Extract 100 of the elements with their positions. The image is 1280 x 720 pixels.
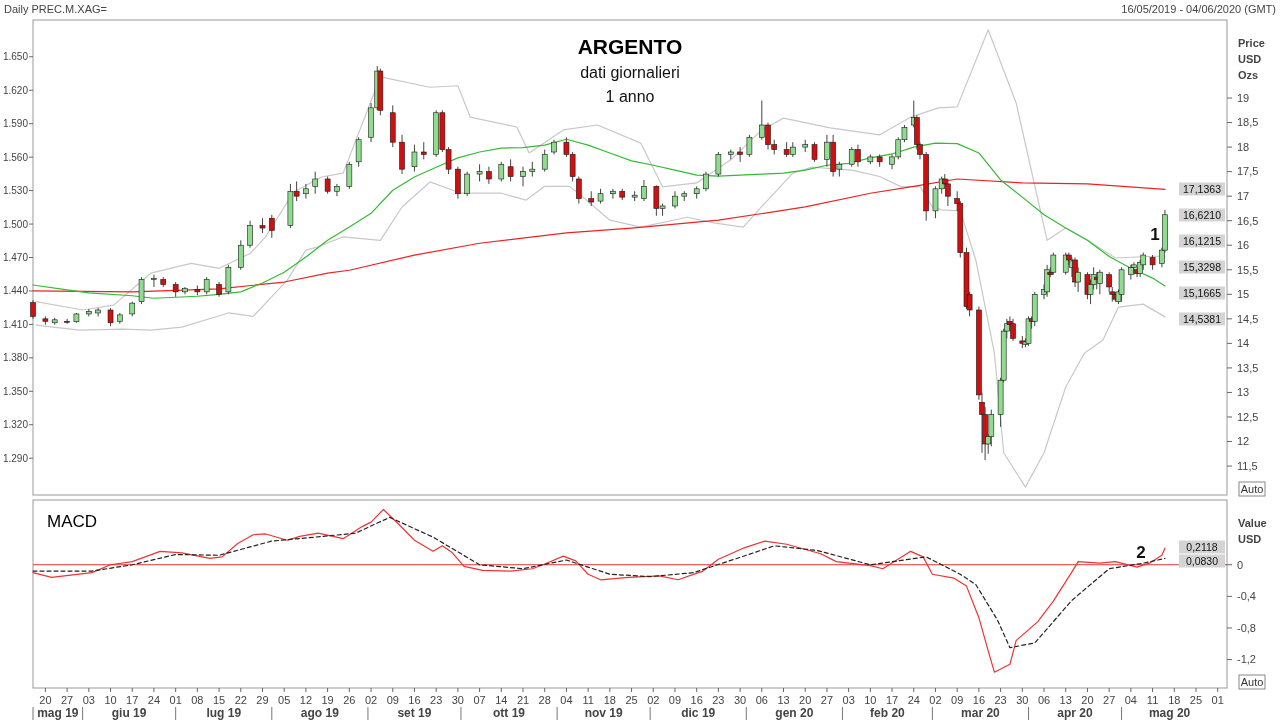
annotation: 15,1665 xyxy=(1183,286,1222,299)
annotation: 14,5381 xyxy=(1183,312,1222,325)
text: mag 19 xyxy=(37,706,79,720)
candlestick xyxy=(312,171,319,195)
x-tick-label: 30 xyxy=(1016,694,1029,706)
x-tick-label: 08 xyxy=(191,694,204,706)
candlestick xyxy=(334,183,340,197)
x-tick-label: 22 xyxy=(234,694,247,706)
x-tick-label: 30 xyxy=(451,694,464,706)
x-tick-label: 24 xyxy=(907,694,920,706)
y2-tick-label: 19 xyxy=(1237,91,1250,104)
x-tick-label: 16 xyxy=(972,694,986,706)
text: Daily PREC.M.XAG= xyxy=(4,3,107,15)
x-tick-label: 09 xyxy=(668,694,682,706)
y2-tick-label: 13 xyxy=(1237,386,1250,399)
candlestick xyxy=(138,276,145,305)
annotation: 0,0830 xyxy=(1185,554,1219,567)
y-tick-label: 1.350 xyxy=(2,385,29,397)
x-tick-label: 03 xyxy=(842,694,855,706)
x-tick-label: 28 xyxy=(538,694,551,706)
text: ott 19 xyxy=(493,706,526,720)
candlestick xyxy=(541,149,548,173)
x-tick-label: 26 xyxy=(343,694,356,706)
y2-tick-label: -0,8 xyxy=(1237,621,1256,634)
line-series xyxy=(35,166,1166,488)
y2-tick-label: 17 xyxy=(1237,190,1250,203)
text: MACD xyxy=(47,512,98,531)
x-tick-label: 23 xyxy=(994,694,1007,706)
candlestick xyxy=(464,171,470,197)
y2-tick-label: 11,5 xyxy=(1237,459,1258,472)
candlestick xyxy=(64,318,70,325)
candlestick xyxy=(355,136,362,168)
x-tick-label: 01 xyxy=(169,694,182,706)
y2-tick-label: -1,2 xyxy=(1237,653,1256,666)
candlestick xyxy=(703,171,709,192)
x-tick-label: 27 xyxy=(60,694,74,706)
y2-tick-label: 13,5 xyxy=(1237,361,1259,374)
y-tick-label: 1.560 xyxy=(2,151,29,163)
x-tick-label: 09 xyxy=(951,694,964,706)
y-tick-label: 1.380 xyxy=(2,352,29,364)
candlestick xyxy=(411,144,418,173)
text: lug 19 xyxy=(206,706,242,720)
y2-tick-label: 14 xyxy=(1237,337,1250,350)
y2-tick-label: 15,5 xyxy=(1237,263,1259,276)
x-tick-label: 09 xyxy=(386,694,399,706)
annotation: 0,2118 xyxy=(1186,540,1218,553)
x-tick-label: 17 xyxy=(885,694,899,706)
x-tick-label: 06 xyxy=(1037,694,1051,706)
candlestick xyxy=(715,151,722,178)
candlestick xyxy=(507,158,514,182)
x-tick-label: 23 xyxy=(430,694,443,706)
x-tick-label: 02 xyxy=(647,694,660,706)
y2-tick-label: 0 xyxy=(1237,558,1244,571)
annotation: 17,1363 xyxy=(1183,182,1222,195)
x-tick-label: 29 xyxy=(256,694,269,706)
candlestick xyxy=(811,141,818,163)
x-tick-label: 01 xyxy=(1211,694,1224,706)
candlestick xyxy=(269,214,275,239)
x-tick-label: 04 xyxy=(560,694,573,706)
x-tick-label: 19 xyxy=(321,694,334,706)
y-tick-label: 1.410 xyxy=(2,318,29,330)
x-tick-label: 25 xyxy=(625,694,638,706)
x-tick-label: 21 xyxy=(516,694,530,706)
x-tick-label: 30 xyxy=(733,694,747,706)
text: Auto xyxy=(1240,482,1264,495)
x-tick-label: 02 xyxy=(364,694,378,706)
candlestick xyxy=(520,166,526,187)
y2-tick-label: 15 xyxy=(1237,288,1250,301)
x-tick-label: 27 xyxy=(820,694,834,706)
y2-tick-label: 16,5 xyxy=(1237,214,1259,227)
annotation: 16,1215 xyxy=(1183,234,1222,247)
candlestick xyxy=(303,183,309,200)
x-tick-label: 20 xyxy=(799,694,812,706)
y2-tick-label: 17,5 xyxy=(1237,165,1259,178)
text: gen 20 xyxy=(775,706,814,720)
text: ago 19 xyxy=(300,706,340,720)
y-tick-label: 1.500 xyxy=(2,218,29,230)
y-tick-label: 1.530 xyxy=(2,185,29,197)
text: dic 19 xyxy=(681,706,716,720)
y-tick-label: 1.590 xyxy=(2,118,29,130)
x-tick-label: 16 xyxy=(408,694,421,706)
y2-tick-label: 14,5 xyxy=(1237,312,1259,325)
text: nov 19 xyxy=(584,706,623,720)
x-tick-label: 15 xyxy=(212,694,226,706)
x-tick-label: 11 xyxy=(1146,694,1159,706)
x-tick-label: 18 xyxy=(1168,694,1181,706)
candlestick xyxy=(641,179,647,202)
annotation: 15,3298 xyxy=(1183,260,1222,273)
candlestick xyxy=(30,299,36,320)
text: feb 20 xyxy=(870,706,906,720)
line-series xyxy=(32,516,1166,649)
x-tick-label: 14 xyxy=(495,694,508,706)
x-tick-label: 24 xyxy=(147,694,161,706)
annotation: 2 xyxy=(1136,542,1146,562)
x-tick-label: 05 xyxy=(278,694,291,706)
x-tick-label: 25 xyxy=(1189,694,1203,706)
candlestick xyxy=(346,161,353,190)
y-tick-label: 1.650 xyxy=(2,51,29,63)
text: mag 20 xyxy=(1148,706,1191,720)
y2-tick-label: 12,5 xyxy=(1237,410,1259,423)
